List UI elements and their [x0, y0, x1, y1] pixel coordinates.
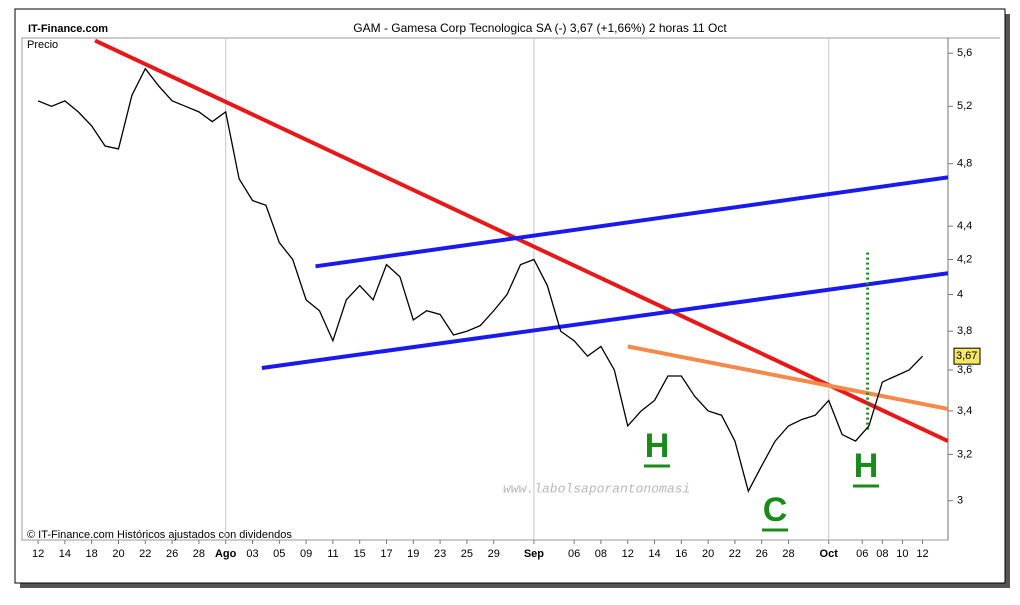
- x-tick-label: 26: [166, 548, 178, 560]
- x-tick-label: 14: [59, 548, 71, 560]
- x-tick-label: Ago: [215, 548, 237, 560]
- x-tick-label: 14: [648, 548, 660, 560]
- watermark: www.labolsaporantonomasi: [503, 481, 690, 496]
- x-tick-label: 05: [273, 548, 285, 560]
- x-tick-label: 15: [354, 548, 366, 560]
- x-tick-label: 28: [193, 548, 205, 560]
- x-tick-label: 18: [86, 548, 98, 560]
- trend-line: [315, 175, 948, 269]
- footer: © IT-Finance.com Históricos ajustados co…: [27, 529, 292, 541]
- y-tick-label: 4,2: [957, 253, 972, 265]
- x-tick-label: 06: [856, 548, 868, 560]
- x-tick-label: 23: [434, 548, 446, 560]
- x-tick-label: 11: [327, 548, 338, 560]
- y-tick-label: 3,4: [957, 405, 972, 417]
- x-tick-label: 28: [782, 548, 794, 560]
- y-tick-label: 4: [957, 288, 963, 300]
- y-tick-label: 3,2: [957, 448, 972, 460]
- x-tick-label: 22: [729, 548, 741, 560]
- last-price-label: 3,67: [956, 350, 977, 362]
- x-tick-label: 26: [756, 548, 768, 560]
- price-line: [37, 67, 924, 493]
- x-tick-label: 12: [916, 548, 928, 560]
- x-tick-label: 12: [32, 548, 44, 560]
- last-price-box: [953, 347, 981, 365]
- x-tick-label: 19: [407, 548, 419, 560]
- x-tick-label: 09: [300, 548, 312, 560]
- x-tick-label: 08: [876, 548, 888, 560]
- x-tick-label: 10: [896, 548, 908, 560]
- trend-line: [261, 271, 948, 370]
- pattern-label: H: [854, 447, 879, 485]
- x-tick-label: 12: [622, 548, 634, 560]
- x-tick-label: Sep: [524, 548, 544, 560]
- x-tick-label: 20: [112, 548, 124, 560]
- y-tick-label: 3,6: [957, 364, 972, 376]
- y-label: Precio: [27, 39, 58, 51]
- x-tick-label: 22: [139, 548, 151, 560]
- x-tick-label: Oct: [820, 548, 839, 560]
- y-tick-label: 5,2: [957, 100, 972, 112]
- x-tick-label: 08: [595, 548, 607, 560]
- trend-line: [627, 344, 948, 411]
- y-tick-label: 3: [957, 495, 963, 507]
- x-tick-label: 20: [702, 548, 714, 560]
- pattern-label: H: [645, 427, 670, 465]
- y-tick-label: 5,6: [957, 47, 972, 59]
- x-tick-label: 25: [461, 548, 473, 560]
- x-tick-label: 17: [380, 548, 392, 560]
- chart-title: GAM - Gamesa Corp Tecnologica SA (-) 3,6…: [353, 21, 727, 35]
- trend-line: [94, 38, 948, 443]
- pattern-label: C: [763, 491, 788, 529]
- y-tick-label: 4,4: [957, 220, 972, 232]
- x-tick-label: 03: [246, 548, 258, 560]
- y-tick-label: 4,8: [957, 158, 972, 170]
- brand: IT-Finance.com: [28, 23, 108, 35]
- x-tick-label: 16: [675, 548, 687, 560]
- y-tick-label: 3,8: [957, 325, 972, 337]
- x-tick-label: 29: [488, 548, 500, 560]
- x-tick-label: 06: [568, 548, 580, 560]
- plot: [37, 38, 948, 540]
- plot-area: [21, 37, 949, 541]
